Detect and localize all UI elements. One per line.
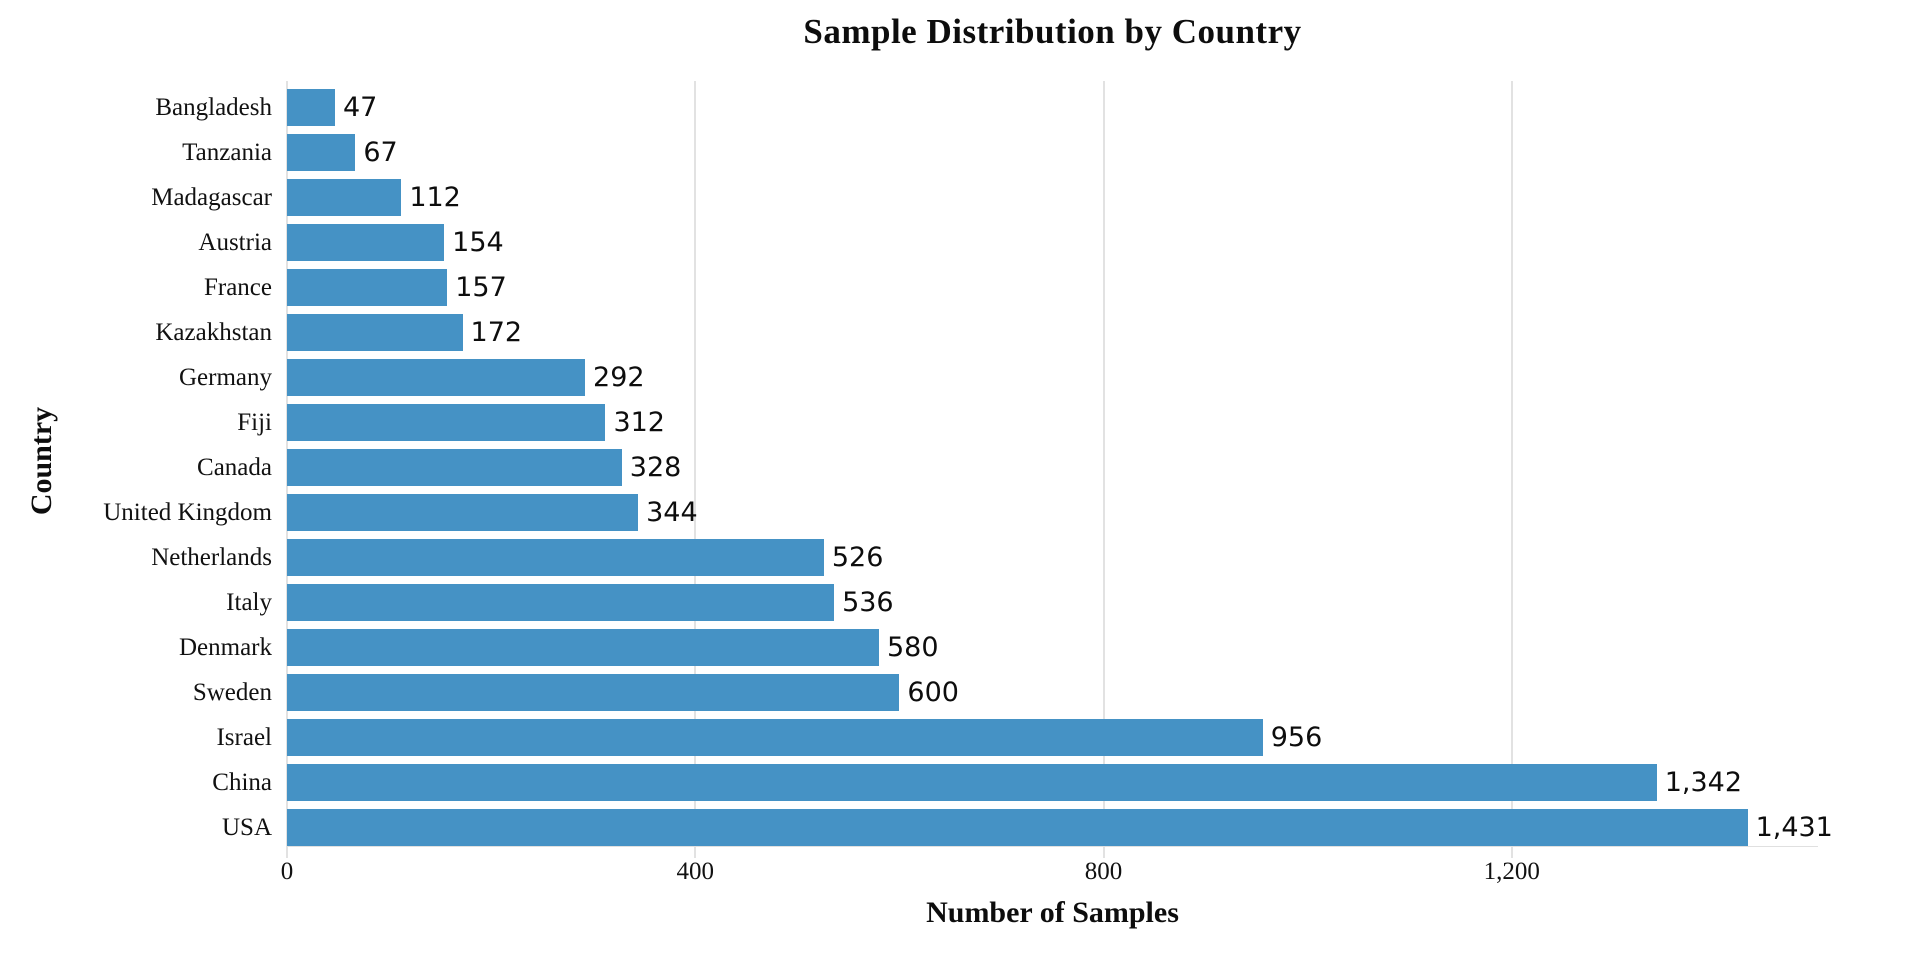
y-tick-label: Fiji — [237, 409, 272, 436]
bar — [287, 494, 639, 531]
bar-row: 536 — [287, 580, 1818, 625]
bar — [287, 314, 463, 351]
bar-row: 526 — [287, 535, 1818, 580]
bar-row: 312 — [287, 400, 1818, 445]
y-tick-label: Canada — [197, 454, 272, 481]
bar-row: 1,342 — [287, 760, 1818, 805]
bar-value-label: 956 — [1270, 722, 1323, 753]
bar — [287, 584, 835, 621]
bar-value-label: 292 — [593, 362, 645, 393]
bar — [287, 134, 356, 171]
x-axis-title: Number of Samples — [926, 896, 1179, 929]
x-tick-label: 1,200 — [1483, 858, 1540, 885]
bar — [287, 224, 445, 261]
bar — [287, 359, 586, 396]
bar-row: 328 — [287, 445, 1818, 490]
x-axis-line — [287, 846, 1818, 847]
chart-title: Sample Distribution by Country — [803, 12, 1302, 51]
bar-value-label: 157 — [455, 272, 507, 303]
x-tick-label: 400 — [676, 858, 715, 885]
y-tick-label: United Kingdom — [103, 499, 272, 526]
y-tick-label: Bangladesh — [155, 94, 272, 121]
x-tick-label: 800 — [1084, 858, 1123, 885]
bar — [287, 449, 622, 486]
bar — [287, 809, 1748, 846]
y-tick-label: Israel — [216, 724, 272, 751]
bar-row: 47 — [287, 85, 1818, 130]
y-tick-label: China — [212, 769, 272, 796]
y-tick-label: USA — [221, 814, 272, 841]
y-tick-label: Italy — [226, 589, 272, 616]
bar-value-label: 172 — [470, 317, 523, 348]
bar-value-label: 67 — [363, 137, 398, 168]
bar-row: 172 — [287, 310, 1818, 355]
bar-value-label: 312 — [613, 407, 665, 438]
bar — [287, 179, 402, 216]
bar — [287, 719, 1263, 756]
y-tick-label: Denmark — [178, 634, 272, 661]
bar-row: 157 — [287, 265, 1818, 310]
y-tick-label: Madagascar — [151, 184, 272, 211]
bar-value-label: 536 — [842, 587, 894, 618]
bar — [287, 539, 824, 576]
bar-value-label: 600 — [907, 677, 959, 708]
x-tick-label: 0 — [280, 858, 294, 885]
bar-value-label: 154 — [452, 227, 504, 258]
gridline-x-400 — [694, 81, 697, 858]
bar-row: 580 — [287, 625, 1818, 670]
bar-row: 112 — [287, 175, 1818, 220]
bar-value-label: 112 — [409, 182, 461, 213]
y-tick-label: Germany — [178, 364, 272, 391]
bar-value-label: 580 — [886, 632, 939, 663]
bar — [287, 764, 1657, 801]
bar-value-label: 1,342 — [1664, 767, 1743, 798]
bar-row: 344 — [287, 490, 1818, 535]
plot-area: 47 67 112 154 157 172 292 312 328 344 526 536 580 600… — [286, 81, 1833, 858]
bar — [287, 674, 900, 711]
gridline-x-800 — [1102, 81, 1105, 858]
bar-value-label: 328 — [629, 452, 682, 483]
bar-row: 292 — [287, 355, 1818, 400]
bar — [287, 404, 606, 441]
y-tick-label: Netherlands — [151, 544, 272, 571]
bar-value-label: 344 — [646, 497, 698, 528]
bar-value-label: 1,431 — [1755, 812, 1833, 843]
bar-row: 956 — [287, 715, 1818, 760]
bar-value-label: 47 — [342, 92, 378, 123]
y-tick-label: Kazakhstan — [155, 319, 272, 346]
bar — [287, 89, 335, 126]
bar — [287, 269, 448, 306]
y-tick-label: France — [203, 274, 272, 301]
y-tick-labels: Bangladesh Tanzania Madagascar Austria Franc… — [0, 85, 272, 850]
y-tick-label: Tanzania — [182, 139, 272, 166]
bar-row: 1,431 — [287, 805, 1833, 850]
gridline-x-1,200 — [1510, 81, 1513, 858]
y-tick-label: Sweden — [192, 679, 272, 706]
bar-value-label: 526 — [831, 542, 884, 573]
bar — [287, 629, 879, 666]
bar-row: 154 — [287, 220, 1818, 265]
bar-row: 67 — [287, 130, 1818, 175]
bar-row: 600 — [287, 670, 1818, 715]
y-tick-label: Austria — [198, 229, 272, 256]
